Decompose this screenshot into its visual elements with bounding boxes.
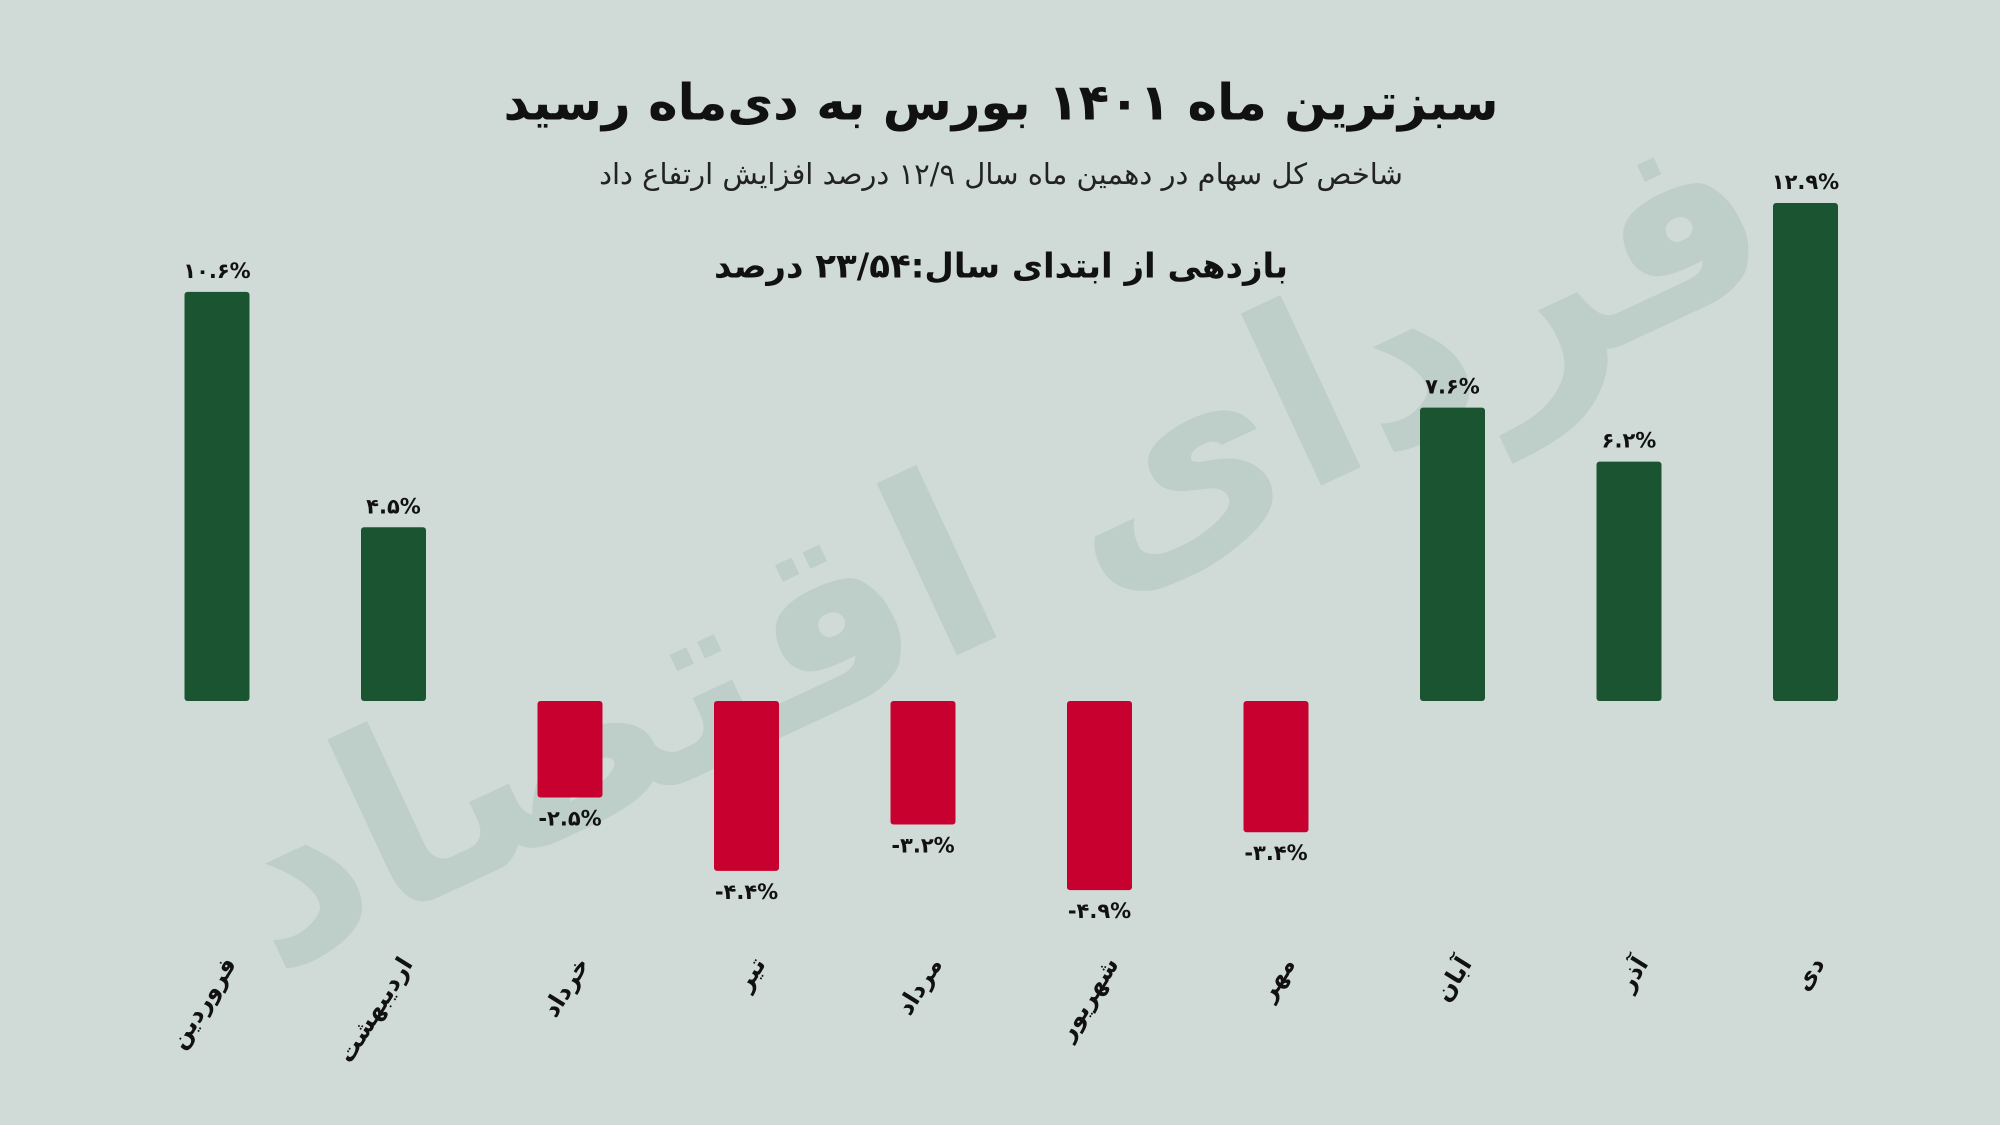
value-label: ۱۰.۶% — [183, 259, 250, 283]
bar — [1596, 461, 1662, 701]
annotation: بازدهی از ابتدای سال:۲۳/۵۴ درصد — [714, 247, 1288, 287]
value-label: ۷.۶% — [1425, 375, 1480, 399]
bar — [1243, 701, 1309, 833]
value-label: -۴.۹% — [1068, 899, 1131, 923]
bar — [184, 291, 250, 701]
bar — [537, 701, 603, 798]
value-label: -۳.۲% — [891, 834, 954, 858]
value-label: -۲.۵% — [538, 807, 601, 831]
bar — [890, 701, 956, 825]
value-label: ۶.۲% — [1602, 429, 1657, 453]
bar — [1067, 701, 1132, 891]
value-label: ۱۲.۹% — [1772, 170, 1839, 194]
bar — [714, 701, 779, 871]
chart-title: سبزترین ماه ۱۴۰۱ بورس به دی‌ماه رسید — [503, 74, 1498, 133]
bar — [361, 527, 426, 701]
value-label: -۴.۴% — [715, 880, 778, 904]
chart-subtitle: شاخص کل سهام در دهمین ماه سال ۱۲/۹ درصد … — [599, 157, 1403, 191]
bar — [1420, 407, 1485, 701]
value-label: ۴.۵% — [366, 494, 421, 518]
bar — [1773, 203, 1838, 701]
value-label: -۳.۴% — [1244, 841, 1307, 865]
